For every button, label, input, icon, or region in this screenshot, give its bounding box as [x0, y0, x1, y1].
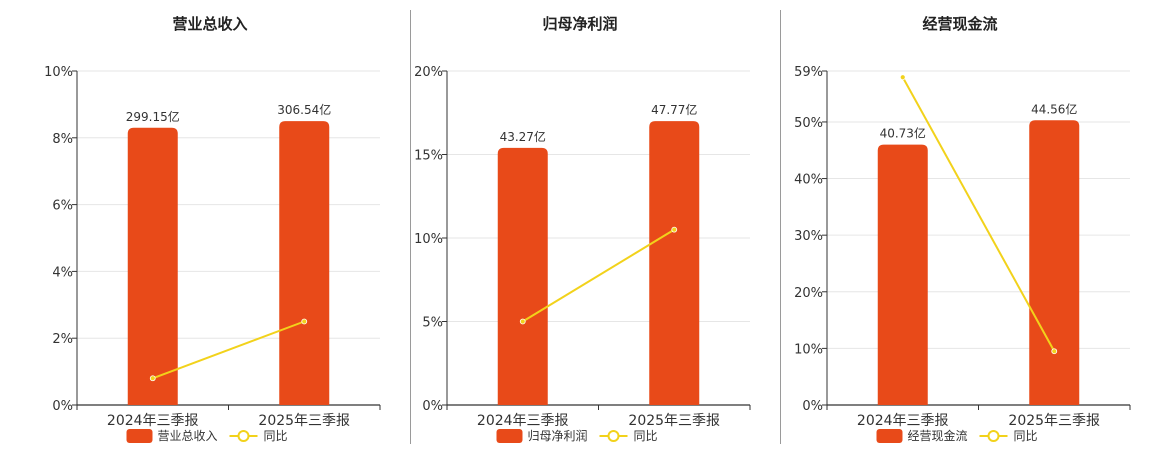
y-tick-label: 10%: [414, 232, 443, 247]
line-point: [1051, 348, 1058, 355]
x-tick-label: 2024年三季报: [857, 413, 949, 429]
line-point: [519, 318, 526, 325]
legend-bar-label: 归母净利润: [528, 429, 588, 443]
y-tick-label: 5%: [422, 316, 443, 331]
bar-data-label: 44.56亿: [1031, 101, 1077, 116]
y-tick-label: 2%: [52, 332, 73, 347]
legend-line-label: 同比: [264, 429, 288, 443]
series-line: [152, 320, 305, 380]
bar: [127, 127, 178, 405]
y-tick-label: 59%: [794, 65, 823, 80]
legend-bar-label: 营业总收入: [158, 429, 218, 443]
x-tick-label: 2024年三季报: [477, 413, 569, 429]
y-tick-label: 4%: [52, 265, 73, 280]
x-tick-label: 2025年三季报: [1008, 413, 1100, 429]
revenue-chart: 营业总收入 0% 2% 4% 6% 8% 10% 2024年三季报 2025年三季报 299.15…: [44, 15, 381, 443]
legend-line-marker: [607, 430, 620, 442]
x-tick-label: 2025年三季报: [258, 413, 350, 429]
line-point: [301, 318, 308, 325]
y-tick-label: 0%: [422, 399, 443, 414]
chart-title: 营业总收入: [172, 15, 247, 33]
series-line: [901, 76, 1056, 352]
y-tick-label: 10%: [44, 65, 73, 80]
bar-data-label: 299.15亿: [126, 109, 180, 124]
bar: [649, 121, 700, 405]
legend-line-label: 同比: [634, 429, 658, 443]
y-tick-label: 20%: [414, 65, 443, 80]
y-tick-label: 20%: [794, 286, 823, 301]
y-tick-label: 30%: [794, 229, 823, 244]
panel-divider: [410, 10, 411, 444]
y-tick-label: 15%: [414, 149, 443, 164]
bar-data-label: 306.54亿: [277, 102, 331, 117]
bar-data-label: 47.77亿: [651, 102, 697, 117]
line-point: [149, 375, 156, 382]
operating-cashflow-chart: 经营现金流 0% 10% 20% 30% 40% 50% 59% 2024年三季报 2025年三季…: [794, 15, 1131, 443]
series-line: [522, 228, 675, 323]
bar: [1029, 120, 1080, 405]
y-tick-label: 6%: [52, 199, 73, 214]
y-tick-label: 10%: [794, 342, 823, 357]
bar: [877, 144, 928, 406]
y-tick-label: 8%: [52, 132, 73, 147]
net-profit-chart: 归母净利润 0% 5% 10% 15% 20% 2024年三季报 2025年三季报 43.27亿…: [414, 15, 751, 443]
legend-bar-swatch: [876, 429, 903, 443]
legend-bar-swatch: [496, 429, 523, 443]
panel-divider: [780, 10, 781, 444]
legend-line-label: 同比: [1014, 429, 1038, 443]
y-tick-label: 50%: [794, 116, 823, 131]
bar: [497, 147, 548, 405]
x-tick-label: 2024年三季报: [107, 413, 199, 429]
line-point: [899, 74, 906, 81]
y-tick-label: 40%: [794, 173, 823, 188]
y-tick-label: 0%: [52, 399, 73, 414]
legend-bar-swatch: [126, 429, 153, 443]
bar-data-label: 40.73亿: [880, 126, 926, 141]
chart-title: 经营现金流: [922, 15, 997, 33]
bar: [279, 121, 330, 405]
x-tick-label: 2025年三季报: [628, 413, 720, 429]
legend-line-marker: [237, 430, 250, 442]
y-tick-label: 0%: [802, 399, 823, 414]
legend-bar-label: 经营现金流: [908, 428, 968, 443]
legend-line-marker: [987, 430, 1000, 442]
chart-title: 归母净利润: [542, 15, 617, 33]
bar-data-label: 43.27亿: [500, 129, 546, 144]
line-point: [671, 226, 678, 233]
